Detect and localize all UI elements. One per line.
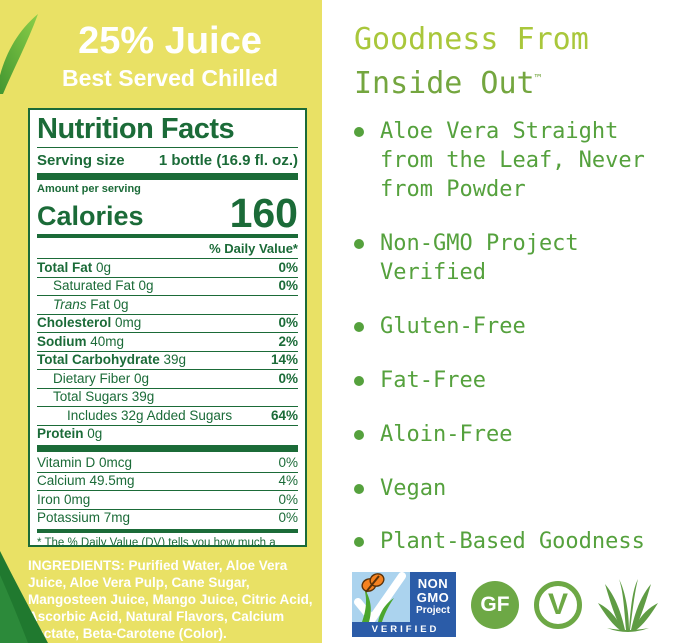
benefit-item-aloin-free: Aloin-Free bbox=[354, 420, 646, 449]
bullet-dot bbox=[354, 484, 364, 494]
serving-note: Best Served Chilled bbox=[61, 65, 279, 91]
ingredients-label: INGREDIENTS: bbox=[28, 558, 125, 573]
serving-size-row: Serving size 1 bottle (16.9 fl. oz.) bbox=[37, 148, 298, 173]
divider-thick bbox=[37, 173, 298, 180]
daily-value-footnote: * The % Daily Value (DV) tells you how m… bbox=[37, 537, 276, 547]
benefit-item-non-gmo: Non-GMO Project Verified bbox=[354, 229, 646, 287]
aloe-leaf-top-icon bbox=[0, 14, 38, 94]
gluten-free-badge: GF bbox=[471, 580, 519, 629]
aloe-leaf-bottom-icon bbox=[0, 551, 48, 643]
tagline-heading: Goodness From Inside Out™ bbox=[354, 20, 679, 103]
nutrient-row-calcium: Calcium 49.5mg 4% bbox=[37, 471, 298, 488]
bullet-dot bbox=[354, 376, 364, 386]
benefit-item-plant-based: Plant-Based Goodness bbox=[354, 527, 646, 556]
tagline-line2: Inside Out™ bbox=[354, 66, 542, 101]
benefit-item-aloe-straight: Aloe Vera Straight from the Leaf, Never … bbox=[354, 117, 646, 204]
non-gmo-text-gmo: GMO bbox=[416, 590, 450, 605]
juice-percentage-heading: 25% Juice bbox=[78, 20, 262, 62]
nutrient-row-dietary-fiber: Dietary Fiber 0g 0% bbox=[37, 369, 298, 388]
divider bbox=[37, 147, 298, 148]
calories-row: Calories 160 bbox=[37, 190, 298, 236]
nutrition-facts-panel: Nutrition Facts Serving size 1 bottle (1… bbox=[28, 108, 307, 547]
nutrient-row-total-carbohydrate: Total Carbohydrate 39g 14% bbox=[37, 350, 298, 367]
non-gmo-project-verified-badge: NON GMO Project VERIFIED bbox=[352, 572, 456, 637]
benefit-list: Aloe Vera Straight from the Leaf, Never … bbox=[354, 117, 646, 556]
label-left-panel: 25% Juice Best Served Chilled Nutrition … bbox=[0, 0, 322, 643]
bullet-dot bbox=[354, 127, 364, 137]
tagline-line1: Goodness From bbox=[354, 22, 589, 57]
serving-size-label: Serving size bbox=[37, 152, 125, 169]
nutrient-row-added-sugars: Includes 32g Added Sugars 64% bbox=[37, 406, 298, 425]
bullet-dot bbox=[354, 430, 364, 440]
divider-medium bbox=[37, 234, 298, 238]
nutrient-row-sodium: Sodium 40mg 2% bbox=[37, 332, 298, 349]
nutrition-facts-title: Nutrition Facts bbox=[37, 113, 235, 145]
nutrient-row-total-sugars: Total Sugars 39g bbox=[37, 387, 298, 407]
nutrient-row-saturated-fat: Saturated Fat 0g 0% bbox=[37, 276, 298, 296]
non-gmo-text-project: Project bbox=[416, 605, 450, 616]
bullet-dot bbox=[354, 239, 364, 249]
nutrient-row-protein: Protein 0g bbox=[37, 424, 298, 444]
bullet-dot bbox=[354, 322, 364, 332]
marketing-panel: Goodness From Inside Out™ Aloe Vera Stra… bbox=[322, 0, 679, 643]
benefit-item-gluten-free: Gluten-Free bbox=[354, 312, 646, 341]
nutrient-row-vitamin-d: Vitamin D 0mcg 0% bbox=[37, 454, 298, 470]
nutrient-row-trans-fat: Trans Fat 0g bbox=[37, 295, 298, 314]
trademark-symbol: ™ bbox=[534, 72, 542, 85]
divider-medium bbox=[37, 529, 298, 533]
non-gmo-badge-text-block: NON GMO Project bbox=[410, 572, 456, 622]
nutrient-row-iron: Iron 0mg 0% bbox=[37, 490, 298, 507]
calories-label: Calories bbox=[37, 201, 144, 231]
serving-size-value: 1 bottle (16.9 fl. oz.) bbox=[158, 152, 298, 169]
ingredients-statement: INGREDIENTS: Purified Water, Aloe Vera J… bbox=[28, 557, 324, 642]
calories-value: 160 bbox=[229, 190, 298, 236]
amount-per-serving-label: Amount per serving bbox=[37, 183, 141, 195]
non-gmo-verified-bar: VERIFIED bbox=[352, 622, 456, 637]
divider-thick bbox=[37, 445, 298, 452]
bullet-dot bbox=[354, 537, 364, 547]
nutrient-row-cholesterol: Cholesterol 0mg 0% bbox=[37, 313, 298, 330]
non-gmo-text-non: NON bbox=[417, 576, 449, 591]
ingredients-text: Purified Water, Aloe Vera Juice, Aloe Ve… bbox=[28, 558, 313, 641]
benefit-item-fat-free: Fat-Free bbox=[354, 366, 646, 395]
certification-badges: NON GMO Project VERIFIED GF V bbox=[352, 572, 659, 637]
vegan-badge: V bbox=[534, 580, 582, 629]
non-gmo-butterfly-checkmark-icon bbox=[354, 572, 406, 622]
benefit-item-vegan: Vegan bbox=[354, 474, 646, 503]
nutrient-row-total-fat: Total Fat 0g 0% bbox=[37, 258, 298, 275]
daily-value-header: % Daily Value* bbox=[209, 241, 298, 256]
nutrient-row-potassium: Potassium 7mg 0% bbox=[37, 508, 298, 525]
aloe-plant-icon bbox=[598, 578, 658, 632]
